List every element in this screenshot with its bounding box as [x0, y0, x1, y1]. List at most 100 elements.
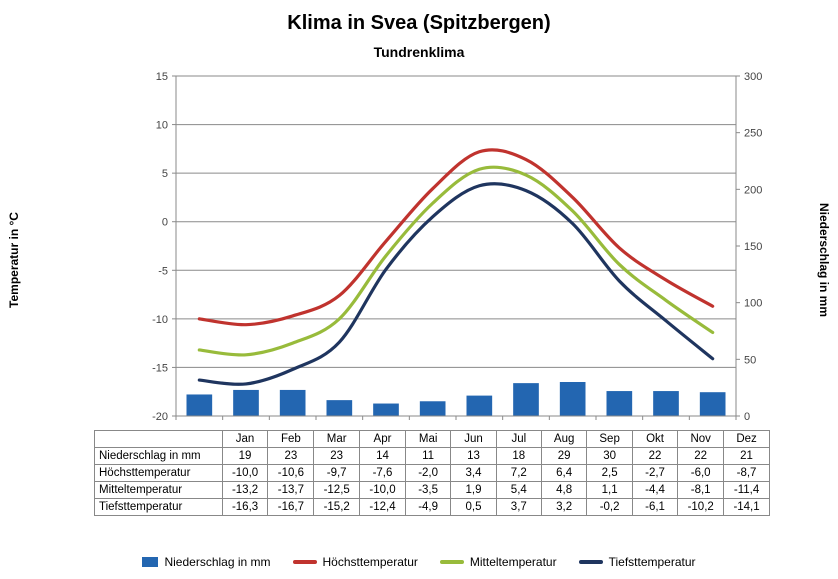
svg-text:100: 100	[744, 298, 762, 310]
svg-text:250: 250	[744, 128, 762, 140]
cell-hoechst-mar: -9,7	[314, 465, 360, 482]
line-hoechst	[199, 150, 712, 325]
svg-text:-5: -5	[158, 265, 168, 277]
cell-niederschlag-apr: 14	[360, 448, 406, 465]
table-row-niederschlag: Niederschlag in mm1923231411131829302222…	[95, 448, 770, 465]
legend-label-niederschlag: Niederschlag in mm	[164, 555, 270, 569]
legend-swatch-bar-icon	[142, 557, 158, 567]
svg-text:150: 150	[744, 241, 762, 253]
cell-niederschlag-mar: 23	[314, 448, 360, 465]
legend-label-hoechst: Höchsttemperatur	[323, 555, 418, 569]
cell-hoechst-apr: -7,6	[360, 465, 406, 482]
month-header-jun: Jun	[451, 431, 496, 448]
month-header-mar: Mar	[314, 431, 360, 448]
month-header-aug: Aug	[541, 431, 586, 448]
chart-plot: -20-15-10-5051015050100150200250300	[0, 0, 838, 430]
cell-tiefst-nov: -10,2	[678, 499, 724, 516]
cell-niederschlag-nov: 22	[678, 448, 724, 465]
cell-niederschlag-sep: 30	[587, 448, 632, 465]
svg-text:5: 5	[162, 168, 168, 180]
legend-item-hoechst: Höchsttemperatur	[293, 555, 418, 569]
cell-mittel-jan: -13,2	[222, 482, 268, 499]
cell-hoechst-dez: -8,7	[724, 465, 770, 482]
bar-mai	[373, 404, 399, 416]
cell-niederschlag-okt: 22	[632, 448, 677, 465]
legend: Niederschlag in mm Höchsttemperatur Mittel…	[0, 555, 838, 569]
month-header-apr: Apr	[360, 431, 406, 448]
cell-tiefst-aug: 3,2	[541, 499, 586, 516]
cell-niederschlag-feb: 23	[268, 448, 314, 465]
cell-tiefst-dez: -14,1	[724, 499, 770, 516]
svg-text:0: 0	[162, 217, 168, 229]
svg-text:200: 200	[744, 184, 762, 196]
month-header-feb: Feb	[268, 431, 314, 448]
bar-apr	[327, 400, 353, 416]
cell-mittel-mai: -3,5	[405, 482, 450, 499]
bar-nov	[653, 391, 679, 416]
month-header-jan: Jan	[222, 431, 268, 448]
bar-aug	[513, 383, 539, 416]
table-row-hoechst: Höchsttemperatur-10,0-10,6-9,7-7,6-2,03,…	[95, 465, 770, 482]
cell-hoechst-aug: 6,4	[541, 465, 586, 482]
cell-mittel-dez: -11,4	[724, 482, 770, 499]
cell-mittel-sep: 1,1	[587, 482, 632, 499]
bar-jan	[187, 394, 213, 416]
legend-label-mittel: Mitteltemperatur	[470, 555, 557, 569]
bar-okt	[607, 391, 633, 416]
svg-text:0: 0	[744, 411, 750, 423]
cell-tiefst-mai: -4,9	[405, 499, 450, 516]
cell-tiefst-okt: -6,1	[632, 499, 677, 516]
legend-swatch-line-icon	[579, 560, 603, 564]
row-name-hoechst: Höchsttemperatur	[95, 465, 223, 482]
cell-hoechst-jan: -10,0	[222, 465, 268, 482]
svg-text:50: 50	[744, 354, 756, 366]
legend-swatch-line-icon	[293, 560, 317, 564]
legend-item-tiefst: Tiefsttemperatur	[579, 555, 696, 569]
cell-hoechst-sep: 2,5	[587, 465, 632, 482]
svg-text:10: 10	[156, 120, 168, 132]
bar-feb	[233, 390, 259, 416]
month-header-okt: Okt	[632, 431, 677, 448]
svg-text:-15: -15	[152, 362, 168, 374]
svg-text:-20: -20	[152, 411, 168, 423]
cell-niederschlag-jul: 18	[496, 448, 541, 465]
row-name-tiefst: Tiefsttemperatur	[95, 499, 223, 516]
cell-tiefst-jul: 3,7	[496, 499, 541, 516]
table-row-mittel: Mitteltemperatur-13,2-13,7-12,5-10,0-3,5…	[95, 482, 770, 499]
bar-mar	[280, 390, 306, 416]
table-row-tiefst: Tiefsttemperatur-16,3-16,7-15,2-12,4-4,9…	[95, 499, 770, 516]
cell-hoechst-jun: 3,4	[451, 465, 496, 482]
bar-sep	[560, 382, 586, 416]
cell-niederschlag-jun: 13	[451, 448, 496, 465]
cell-mittel-apr: -10,0	[360, 482, 406, 499]
svg-text:-10: -10	[152, 314, 168, 326]
row-name-mittel: Mitteltemperatur	[95, 482, 223, 499]
data-table: JanFebMarAprMaiJunJulAugSepOktNovDezNied…	[94, 430, 770, 516]
cell-mittel-nov: -8,1	[678, 482, 724, 499]
legend-swatch-line-icon	[440, 560, 464, 564]
line-tiefst	[199, 184, 712, 385]
legend-item-niederschlag: Niederschlag in mm	[142, 555, 270, 569]
cell-niederschlag-aug: 29	[541, 448, 586, 465]
svg-text:300: 300	[744, 71, 762, 83]
month-header-mai: Mai	[405, 431, 450, 448]
cell-tiefst-sep: -0,2	[587, 499, 632, 516]
chart-canvas: Klima in Svea (Spitzbergen) Tundrenklima…	[0, 0, 838, 579]
cell-hoechst-nov: -6,0	[678, 465, 724, 482]
cell-mittel-jul: 5,4	[496, 482, 541, 499]
cell-mittel-feb: -13,7	[268, 482, 314, 499]
month-header-jul: Jul	[496, 431, 541, 448]
cell-tiefst-jun: 0,5	[451, 499, 496, 516]
svg-text:15: 15	[156, 71, 168, 83]
cell-tiefst-feb: -16,7	[268, 499, 314, 516]
cell-tiefst-apr: -12,4	[360, 499, 406, 516]
bar-jun	[420, 401, 446, 416]
cell-niederschlag-dez: 21	[724, 448, 770, 465]
cell-tiefst-jan: -16,3	[222, 499, 268, 516]
legend-label-tiefst: Tiefsttemperatur	[609, 555, 696, 569]
cell-tiefst-mar: -15,2	[314, 499, 360, 516]
month-header-nov: Nov	[678, 431, 724, 448]
cell-niederschlag-jan: 19	[222, 448, 268, 465]
cell-hoechst-mai: -2,0	[405, 465, 450, 482]
cell-mittel-okt: -4,4	[632, 482, 677, 499]
